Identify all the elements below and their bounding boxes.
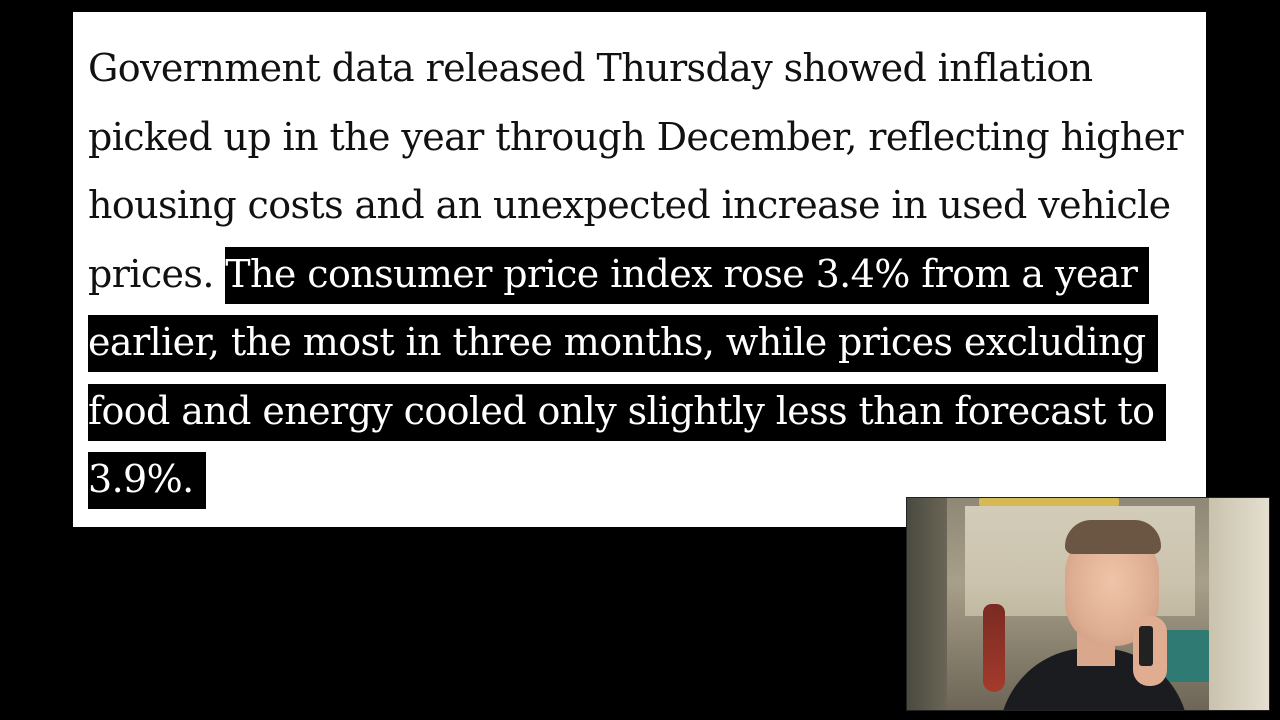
article-excerpt-card: Government data released Thursday showed… <box>73 12 1206 527</box>
webcam-neon-sign <box>979 498 1119 506</box>
article-paragraph: Government data released Thursday showed… <box>88 34 1198 514</box>
phone-icon <box>1139 626 1153 666</box>
webcam-poster <box>1165 630 1209 682</box>
highlighted-text: The consumer price index rose 3.4% from … <box>88 246 1167 509</box>
guitar-icon <box>983 604 1005 692</box>
webcam-background-wall <box>907 498 947 710</box>
webcam-background-shelf <box>1209 498 1269 710</box>
webcam-overlay <box>906 497 1270 711</box>
presenter-hair <box>1065 520 1161 554</box>
article-plain-text: Government data released Thursday showed… <box>88 46 1184 296</box>
